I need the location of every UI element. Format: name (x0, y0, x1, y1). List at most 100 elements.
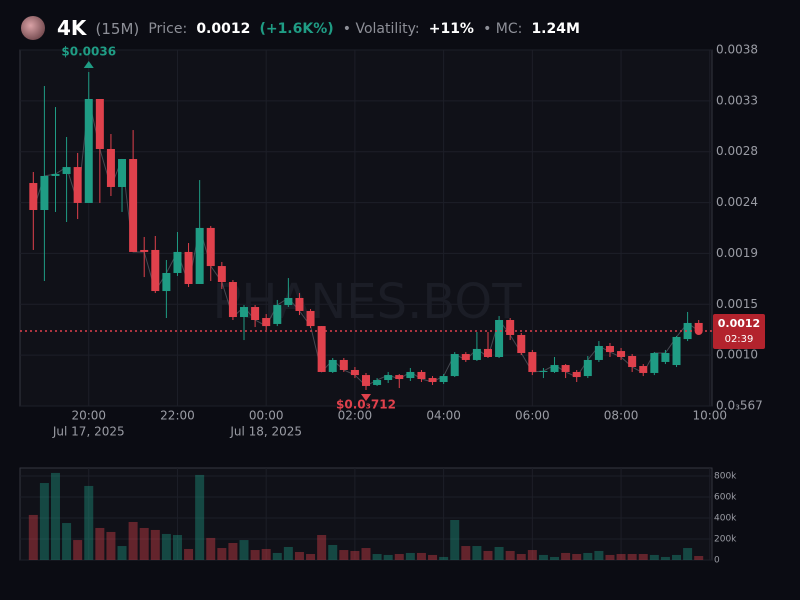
volume-bar (184, 548, 194, 560)
candle-body (572, 371, 581, 378)
volume-bar (461, 546, 471, 560)
candle-body (683, 322, 692, 340)
x-date-label: Jul 17, 2025 (52, 425, 125, 439)
candle-body (173, 251, 182, 273)
candle-body (639, 366, 648, 373)
candle-body (317, 326, 326, 372)
volume-bar (660, 556, 670, 560)
mc-label: • MC: (483, 21, 522, 37)
plot-area (19, 49, 713, 407)
volume-bar (472, 546, 482, 560)
interval: (15M) (96, 20, 140, 38)
volume-bar (39, 483, 49, 560)
volume-bar (428, 554, 438, 560)
candle-body (195, 227, 204, 284)
volume-bar (694, 556, 704, 560)
x-tick-label: 08:00 (604, 409, 639, 423)
candle-body (495, 320, 504, 357)
volume-bar (294, 552, 304, 560)
candle-body (140, 249, 149, 252)
price: 0.0012 (196, 21, 250, 37)
volume-bar (28, 514, 38, 560)
y-tick-label: 0.0033 (716, 93, 758, 107)
candle-body (461, 354, 470, 360)
candle-body (129, 159, 138, 252)
volume-tick-label: 0 (714, 556, 720, 566)
candle-body (406, 371, 415, 379)
volume-bar (683, 548, 693, 560)
candle-body (605, 345, 614, 353)
y-tick-label: 0.0024 (716, 195, 758, 209)
volume-bar (317, 535, 327, 560)
x-tick-label: 10:00 (692, 409, 727, 423)
volume-bar (638, 554, 648, 560)
volume-bar (139, 527, 149, 560)
candle-body (583, 359, 592, 377)
candle-body (95, 99, 104, 149)
candle-body (428, 378, 437, 382)
candle-body (306, 310, 315, 327)
x-tick-label: 06:00 (515, 409, 550, 423)
candle-body (539, 370, 548, 372)
volume-bar (605, 554, 615, 560)
volume-bar (572, 554, 582, 560)
volatility: +11% (429, 21, 474, 37)
candle-body (694, 322, 703, 332)
candle-body (51, 173, 60, 176)
candle-body (506, 320, 515, 335)
candle-body (483, 348, 492, 357)
volume-bar (561, 552, 571, 560)
x-tick-label: 02:00 (338, 409, 373, 423)
candle-body (29, 183, 38, 210)
volume-bar (228, 542, 238, 560)
volume-bar (594, 550, 604, 560)
candle-body (273, 305, 282, 324)
candle-body (350, 369, 359, 376)
volatility-label: • Volatility: (343, 21, 420, 37)
volume-bar (627, 554, 637, 560)
candle-body (106, 148, 115, 187)
candle-body (40, 175, 49, 210)
x-tick-label: 00:00 (249, 409, 284, 423)
volume-bar (538, 554, 548, 560)
candle-body (472, 348, 481, 360)
candle-body (73, 167, 82, 203)
candle-body (251, 307, 260, 321)
candle-body (362, 375, 370, 386)
candle-body (628, 356, 637, 368)
candle-body (151, 249, 160, 292)
candle-body (672, 336, 681, 366)
candle-body (118, 159, 127, 187)
header: 4K (15M) Price: 0.0012 (+1.6K%) • Volati… (57, 16, 580, 40)
volume-bar (50, 472, 60, 560)
volume-tick-label: 600k (714, 492, 737, 502)
candle-body (617, 351, 626, 357)
volume-bar (272, 552, 282, 560)
countdown: 02:39 (725, 334, 754, 345)
candle-body (295, 297, 304, 311)
volume-bar (150, 529, 160, 560)
volume-bar (306, 554, 316, 560)
candle-body (550, 365, 559, 372)
candle-body (339, 359, 348, 370)
volume-bar (550, 556, 560, 560)
candle-body (373, 380, 382, 385)
volume-bar (394, 554, 404, 560)
candle-body (228, 282, 237, 318)
x-tick-label: 20:00 (71, 409, 106, 423)
volume-bar (616, 554, 626, 560)
volume-area (19, 467, 713, 561)
candle-body (284, 297, 293, 306)
candle-body (328, 359, 337, 372)
y-tick-label: 0.0₃567 (716, 399, 763, 413)
volume-bar (383, 554, 393, 560)
volume-bar (527, 550, 537, 560)
symbol: 4K (57, 16, 88, 40)
candle-body (395, 375, 404, 380)
candle-body (162, 272, 171, 292)
volume-bar (95, 527, 105, 560)
volume-bar (195, 474, 205, 560)
volume-bar (405, 552, 415, 560)
volume-bar (649, 554, 659, 560)
volume-bar (161, 533, 171, 560)
